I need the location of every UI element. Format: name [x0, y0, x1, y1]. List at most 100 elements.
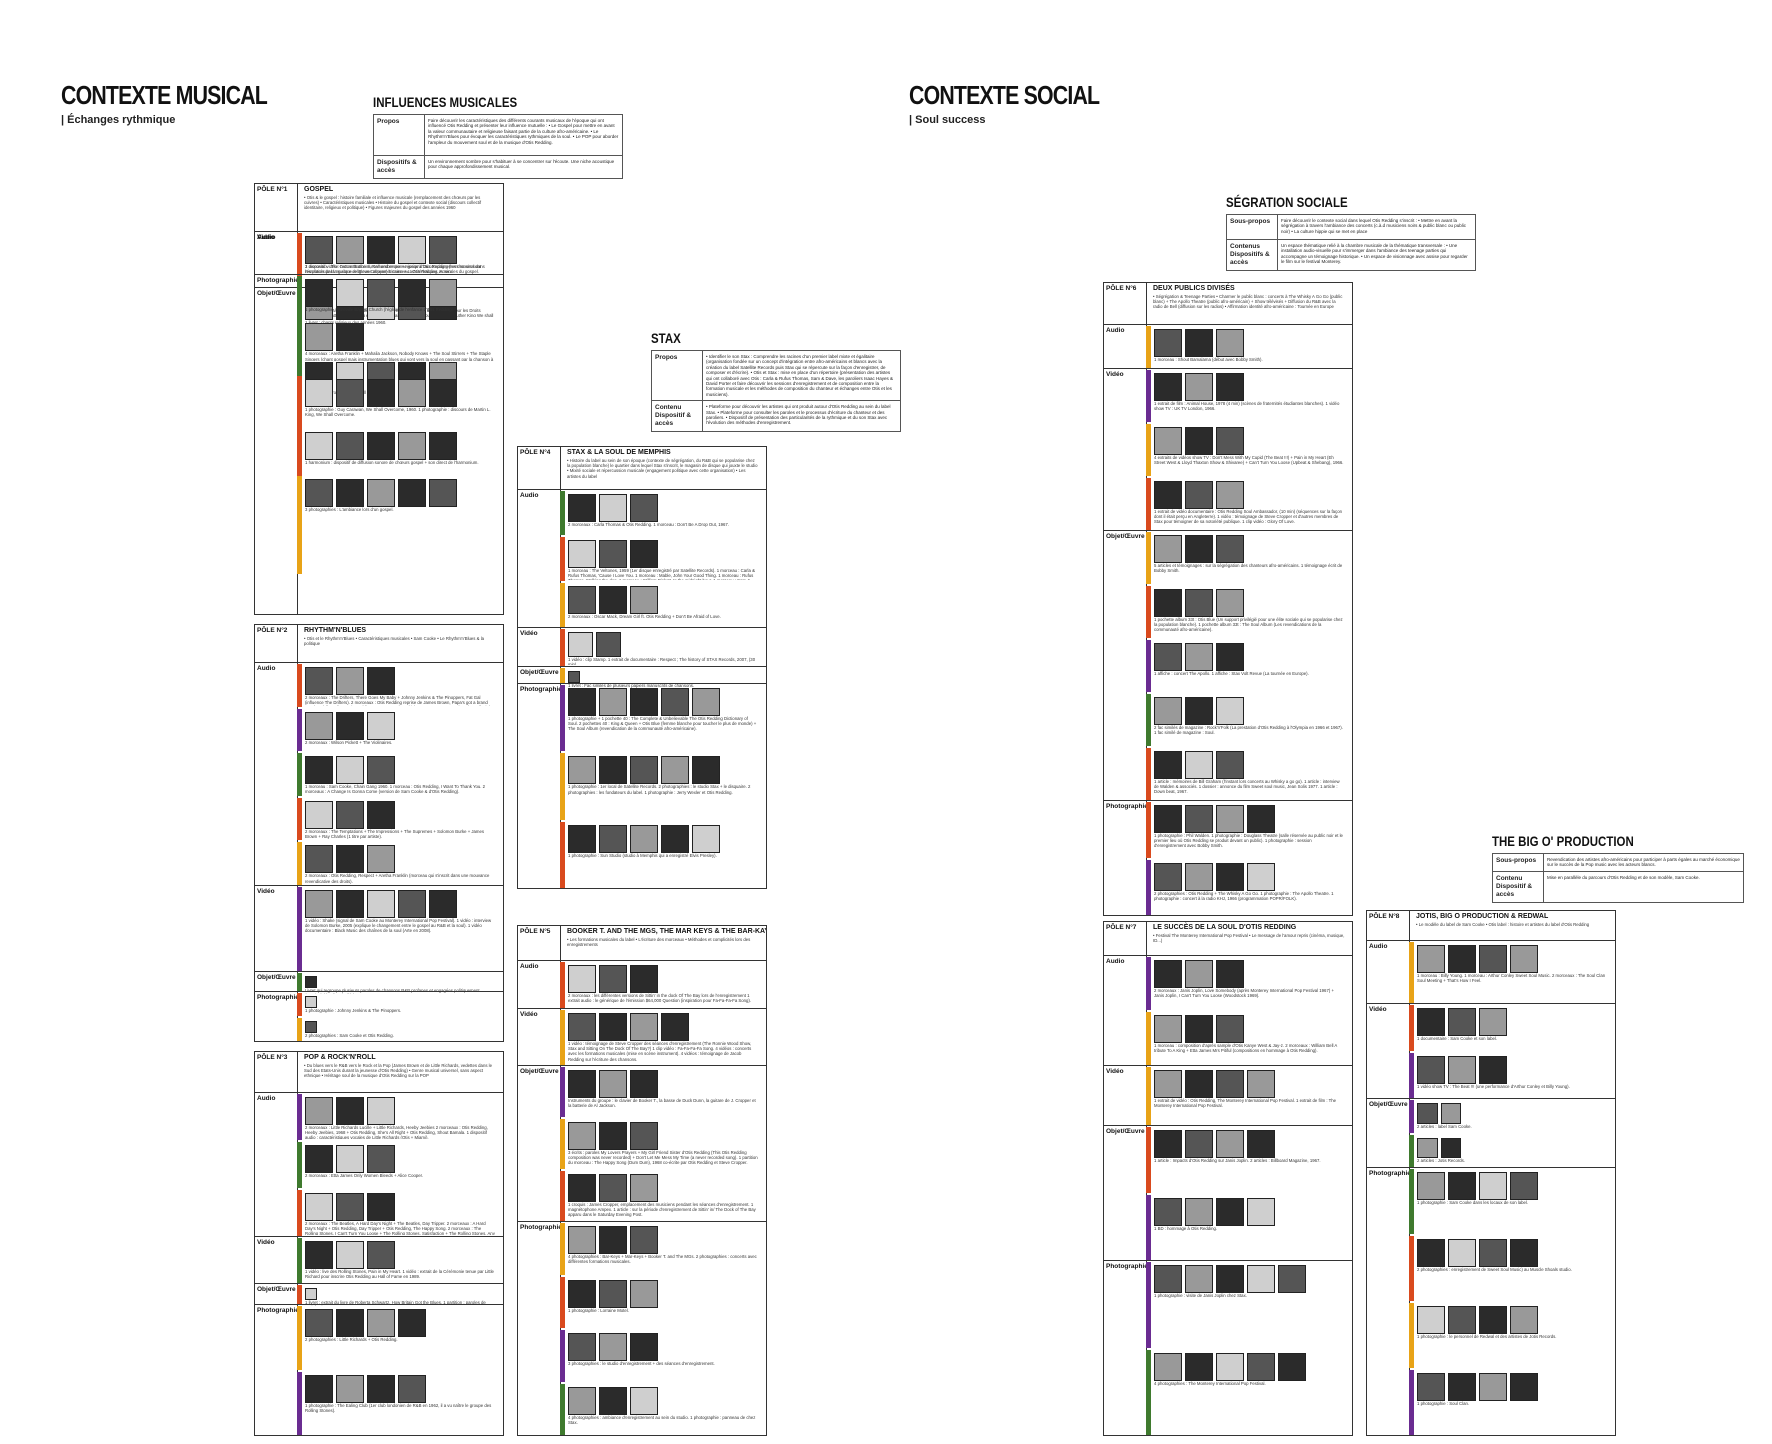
photo-thumbnail: [630, 1333, 658, 1361]
color-bar: [297, 1142, 302, 1188]
pole-section-audio: Audio 2 morceaux : Janis Joplin, Love Som…: [1104, 955, 1352, 1066]
photo-thumbnail: [1216, 589, 1244, 617]
item-caption: 1 photographie : visite de Janis Joplin …: [1154, 1293, 1247, 1298]
pole-intro: • Festival The Monterey International Po…: [1153, 933, 1345, 944]
pole-title: BOOKER T. AND THE MGS, THE MAR KEYS & TH…: [567, 928, 767, 935]
photo-thumbnail: [1216, 751, 1244, 779]
segregation-block: SÉGRATION SOCIALE Sous-propos Faire décou…: [1226, 194, 1476, 271]
item-caption: 2 photographies : Little Richards + Otis…: [305, 1337, 398, 1342]
photo-thumbnail: [367, 800, 395, 829]
item-caption: 1 extrait de vidéo documentaire : Otis R…: [1154, 509, 1342, 525]
section-label: Vidéo: [520, 630, 538, 637]
color-bar: [1146, 640, 1151, 692]
photo-thumbnail: [1154, 481, 1182, 509]
item-caption: 1 extrait de vidéo : Otis Redding, The M…: [1154, 1098, 1337, 1109]
item-caption: 3 photographies : le studio d'enregistre…: [568, 1361, 715, 1366]
color-bar: [1146, 1012, 1151, 1065]
item-caption: Livret qui regroupe plusieurs paroles de…: [305, 988, 480, 994]
pole-section-objet-uvre: Objet/Œuvre 1 livret : Fac similés de plu…: [518, 666, 766, 688]
photo-thumbnail: [1216, 643, 1244, 671]
info-label: Contenu Dispositif & accès: [651, 400, 703, 433]
pole-section-audio: Audio 2 morceaux : Little Richards Lucill…: [255, 1092, 503, 1237]
photo-thumbnail: [1479, 945, 1507, 973]
item-caption: 1 vidéo : live des Rolling Stones, Pain …: [305, 1269, 494, 1280]
color-bar: [297, 1190, 302, 1236]
pole-section-objet-uvre: Objet/Œuvre Livret qui regroupe plusieurs…: [255, 971, 503, 994]
photo-thumbnail: [305, 323, 333, 352]
info-text: Un environnement sombre pour s'habituer …: [424, 155, 623, 179]
info-label: Contenu Dispositif & accès: [1492, 870, 1544, 903]
section-label: Audio: [1106, 958, 1125, 965]
section-label: Vidéo: [257, 888, 275, 895]
item-caption: 4 extraits de vidéos show TV : Don't Mes…: [1154, 455, 1344, 466]
photo-thumbnail: [1448, 1306, 1476, 1334]
photo-thumbnail: [1247, 1130, 1275, 1158]
photo-thumbnail: [398, 1309, 426, 1337]
photo-thumbnail: [1154, 427, 1182, 455]
photo-thumbnail: [367, 1097, 395, 1125]
info-text: Revendication des artistes afro-américai…: [1543, 853, 1744, 872]
item-caption: 1 croquis : James Cropper, emplacement d…: [568, 1202, 756, 1218]
photo-thumbnail: [1185, 862, 1213, 891]
item-caption: 1 harmonium : dispositif de diffusion so…: [305, 460, 479, 465]
item-caption: 1 photographie : Guy Carawan, We Shall O…: [305, 407, 491, 418]
item-caption: 1 morceau : Shout Bamalama (début avec B…: [1154, 357, 1263, 362]
color-bar: [1146, 1349, 1151, 1435]
photo-thumbnail: [1216, 1197, 1244, 1226]
color-bar: [1409, 1303, 1414, 1368]
photo-thumbnail: [1154, 535, 1182, 563]
photo-thumbnail: [367, 479, 395, 507]
section-label: Audio: [520, 492, 539, 499]
photo-thumbnail: [1479, 1172, 1507, 1200]
pole-section-objet-uvre: Objet/Œuvre 2 articles : label Sam Cooke.…: [1367, 1098, 1615, 1168]
stax-title: STAX: [651, 330, 681, 346]
photo-thumbnail: [568, 632, 593, 657]
photo-thumbnail: [1216, 960, 1244, 988]
pole-section-vid-o: Vidéo 1 vidéo : live des Rolling Stones, …: [255, 1236, 503, 1284]
photo-thumbnail: [1154, 805, 1182, 833]
item-caption: 2 photographies : Otis Redding + The Whi…: [1154, 890, 1334, 901]
photo-thumbnail: [367, 379, 395, 407]
photo-thumbnail: [630, 1386, 658, 1415]
pole-section-vid-o: Vidéo 1 dispositif vidéo : reconstitution…: [255, 231, 503, 310]
item-caption: 2 morceaux : Janis Joplin, Love Somebody…: [1154, 988, 1334, 999]
photo-thumbnail: [692, 688, 720, 716]
pole-title: POP & ROCK'N'ROLL: [304, 1054, 376, 1061]
photo-thumbnail: [1185, 1130, 1213, 1158]
item-caption: 4 photographies : Bar-Keys + Mar-Keys + …: [568, 1254, 757, 1265]
pole-title: DEUX PUBLICS DIVISÉS: [1153, 285, 1235, 292]
photo-thumbnail: [1216, 1130, 1244, 1158]
photo-thumbnail: [630, 1279, 658, 1308]
color-bar: [297, 376, 302, 474]
item-caption: 2 morceaux : Oscar Mack, Dream Girl ft. …: [568, 614, 721, 619]
photo-thumbnail: [1185, 535, 1213, 563]
influences-block: INFLUENCES MUSICALES Propos Faire découvr…: [373, 94, 623, 179]
photo-thumbnail: [568, 1333, 596, 1361]
photo-thumbnail: [1185, 329, 1213, 357]
photo-thumbnail: [1479, 1306, 1507, 1334]
color-bar: [560, 1119, 565, 1169]
photo-thumbnail: [398, 379, 426, 407]
pole-section-photographie: Photographie 1 photographie : Phil Walden…: [1104, 800, 1352, 915]
bigo-block: THE BIG O' PRODUCTION Sous-propos Revendi…: [1492, 833, 1744, 903]
color-bar: [1409, 1236, 1414, 1301]
photo-thumbnail: [367, 667, 395, 695]
info-row: Propos Faire découvrir les caractéristiqu…: [373, 114, 623, 156]
photo-thumbnail: [1247, 862, 1275, 891]
photo-thumbnail: [1185, 481, 1213, 509]
photo-thumbnail: [1216, 805, 1244, 833]
item-caption: 1 photographie : Vineville Baptist Churc…: [305, 307, 455, 312]
info-label: Contenus Dispositifs & accès: [1226, 239, 1278, 271]
photo-thumbnail: [630, 965, 658, 993]
pole-intro: • Histoire du label au sein de son époqu…: [567, 458, 758, 479]
photo-thumbnail: [661, 824, 689, 853]
photo-thumbnail: [305, 379, 333, 407]
photo-thumbnail: [1417, 1055, 1445, 1084]
pole-title: JOTIS, BIG O PRODUCTION & REDWAL: [1416, 913, 1549, 920]
photo-thumbnail: [367, 1309, 395, 1337]
photo-thumbnail: [336, 323, 364, 352]
section-label: Vidéo: [257, 1239, 275, 1246]
photo-thumbnail: [1154, 1265, 1182, 1293]
color-bar: [560, 629, 565, 666]
pole-section-vid-o: Vidéo 1 vidéo : Shake (signal de Sam Cook…: [255, 885, 503, 972]
